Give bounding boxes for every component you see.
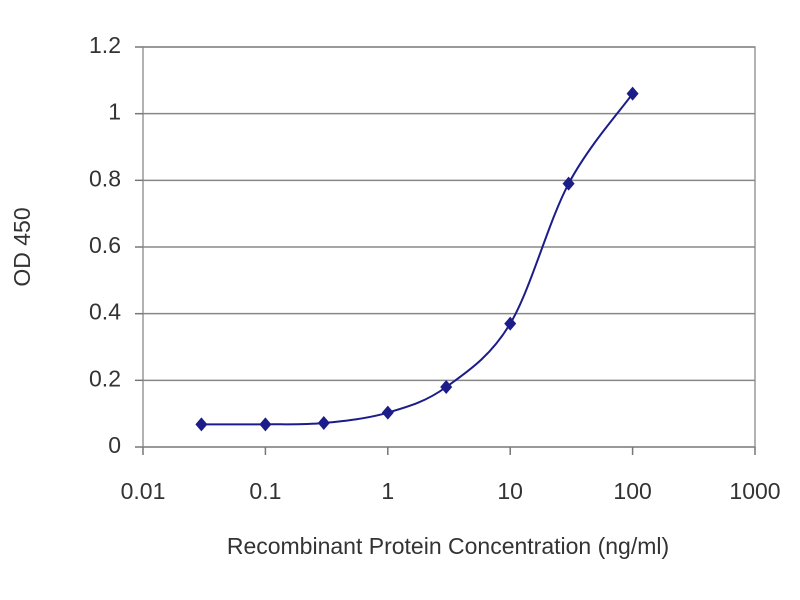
point (195, 417, 208, 432)
x-tick-label: 0.1 (249, 478, 281, 504)
y-tick-label: 1 (108, 99, 121, 125)
y-tick-label: 0.4 (89, 299, 121, 325)
y-axis-label: OD 450 (9, 207, 35, 286)
y-tick-label: 0.2 (89, 365, 121, 391)
y-tick-label: 1.2 (89, 32, 121, 58)
y-tick-label: 0.8 (89, 165, 121, 191)
x-tick-label: 1 (381, 478, 394, 504)
point (381, 405, 394, 420)
point (504, 316, 517, 331)
x-tick-label: 1000 (729, 478, 780, 504)
x-tick-label: 10 (497, 478, 523, 504)
y-tick-label: 0.6 (89, 232, 121, 258)
y-tick-label: 0 (108, 432, 121, 458)
x-axis-label: Recombinant Protein Concentration (ng/ml… (227, 533, 669, 559)
point (259, 417, 272, 432)
point (626, 86, 639, 101)
point (562, 176, 575, 191)
point (317, 416, 330, 430)
x-tick-label: 0.01 (121, 478, 166, 504)
x-tick-label: 100 (613, 478, 651, 504)
point (440, 380, 453, 394)
